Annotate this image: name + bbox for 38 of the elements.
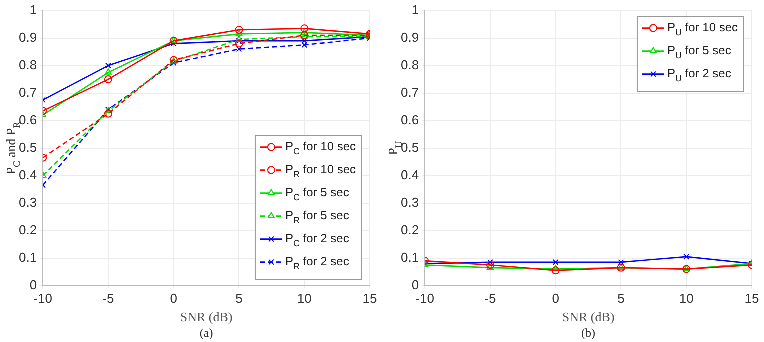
- y-tick-label: 0.6: [18, 112, 38, 128]
- y-tick-label: 0.2: [400, 222, 420, 238]
- y-tick-label: 1: [30, 2, 38, 18]
- x-axis-title: SNR (dB): [562, 310, 615, 325]
- y-tick-label: 0.7: [400, 84, 420, 100]
- y-tick-label: 0.3: [18, 194, 38, 210]
- y-tick-label: 0.7: [18, 84, 38, 100]
- y-tick-label: 0.1: [400, 250, 420, 265]
- y-tick-label: 1: [412, 2, 420, 18]
- x-tick-label: -5: [102, 291, 114, 306]
- x-tick-label: 15: [744, 291, 760, 306]
- x-tick-label: 5: [618, 291, 625, 306]
- y-tick-label: 0.8: [400, 57, 420, 72]
- x-tick-label: -10: [416, 291, 434, 306]
- y-tick-label: 0.8: [18, 57, 38, 72]
- y-tick-label: 0.3: [400, 194, 420, 210]
- y-tick-label: 0.6: [400, 112, 420, 128]
- text: (a): [200, 326, 214, 340]
- y-tick-label: 0: [30, 277, 38, 292]
- x-tick-label: 15: [362, 291, 378, 306]
- x-tick-label: 0: [170, 291, 178, 306]
- x-axis-title: SNR (dB): [180, 310, 233, 325]
- y-tick-label: 0.5: [18, 140, 38, 155]
- x-tick-label: 10: [297, 291, 312, 306]
- y-tick-label: 0: [412, 277, 420, 292]
- x-tick-label: -10: [34, 291, 52, 306]
- y-tick-label: 0.4: [18, 167, 38, 182]
- y-tick-label: 0.9: [18, 30, 38, 45]
- x-tick-label: 0: [552, 291, 560, 306]
- y-tick-label: 0.9: [400, 30, 420, 45]
- y-tick-label: 0.2: [18, 222, 38, 238]
- x-tick-label: -5: [484, 291, 496, 306]
- y-tick-label: 0.4: [400, 167, 420, 182]
- y-tick-label: 0.1: [18, 250, 38, 265]
- y-tick-label: 0.5: [400, 140, 420, 155]
- x-tick-label: 5: [236, 291, 243, 306]
- text: (b): [582, 326, 596, 340]
- x-tick-label: 10: [679, 291, 694, 306]
